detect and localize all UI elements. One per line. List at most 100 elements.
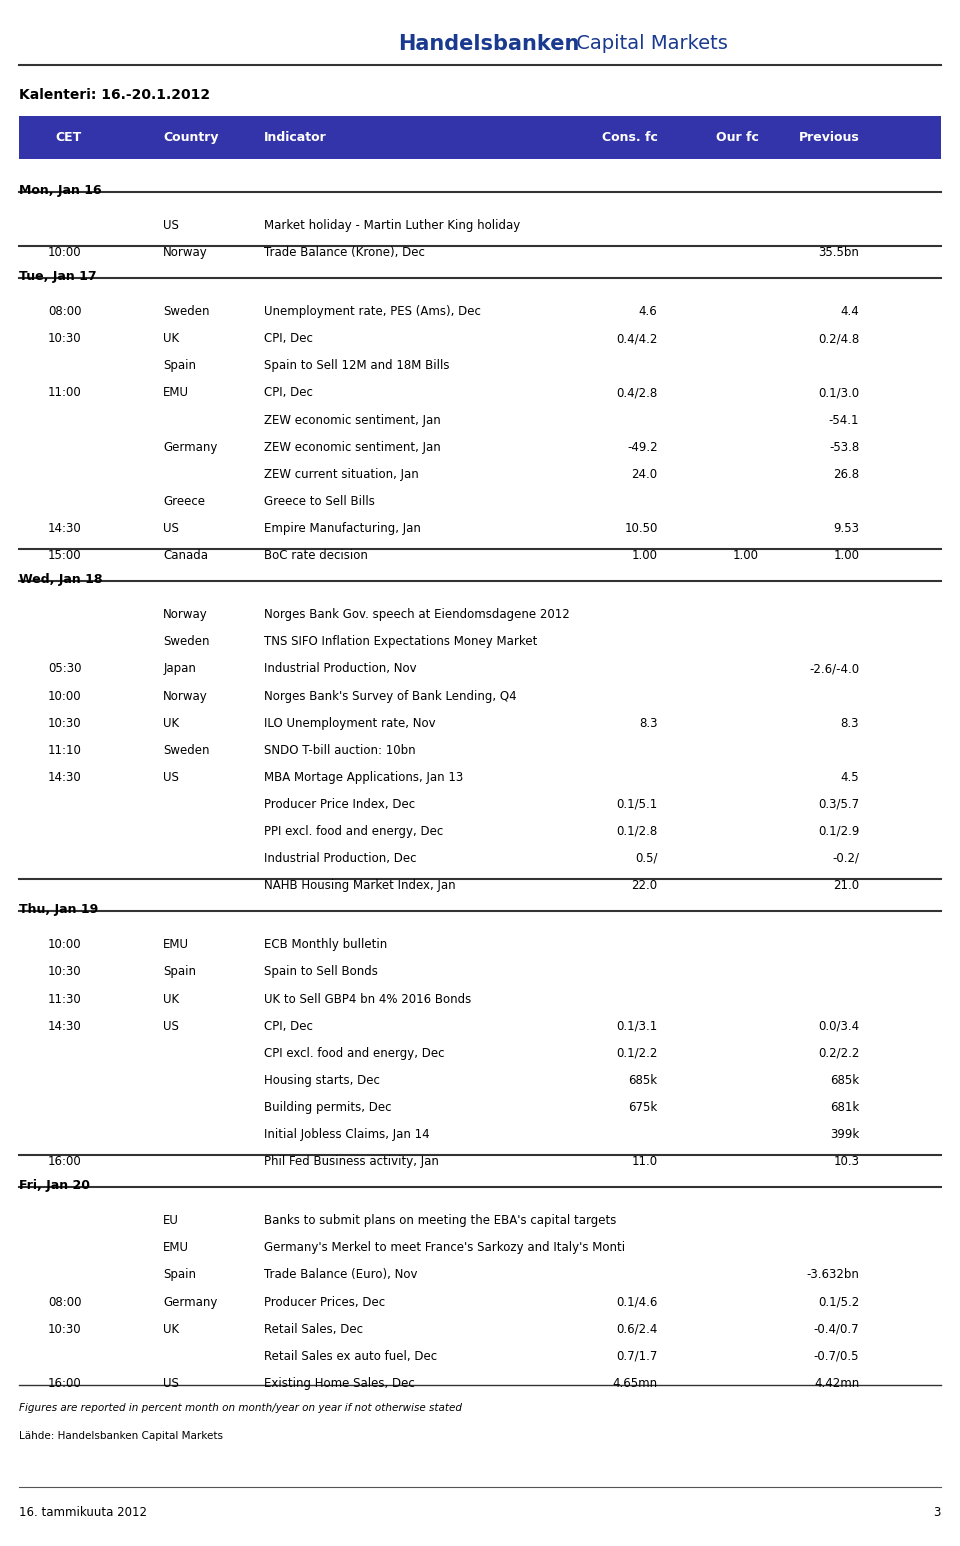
Text: ZEW economic sentiment, Jan: ZEW economic sentiment, Jan (264, 441, 441, 453)
Text: Producer Prices, Dec: Producer Prices, Dec (264, 1296, 385, 1308)
Text: Norges Bank's Survey of Bank Lending, Q4: Norges Bank's Survey of Bank Lending, Q4 (264, 690, 516, 702)
Text: US: US (163, 218, 180, 232)
Text: Fri, Jan 20: Fri, Jan 20 (19, 1180, 90, 1192)
Text: Wed, Jan 18: Wed, Jan 18 (19, 574, 103, 586)
Text: Retail Sales ex auto fuel, Dec: Retail Sales ex auto fuel, Dec (264, 1350, 437, 1362)
Text: 15:00: 15:00 (48, 549, 82, 561)
Text: Handelsbanken: Handelsbanken (398, 34, 580, 54)
Text: US: US (163, 521, 180, 535)
Text: Germany's Merkel to meet France's Sarkozy and Italy's Monti: Germany's Merkel to meet France's Sarkoz… (264, 1241, 625, 1254)
Text: 11.0: 11.0 (632, 1155, 658, 1167)
Text: 675k: 675k (629, 1101, 658, 1113)
Text: 16:00: 16:00 (48, 1376, 82, 1390)
Text: SNDO T-bill auction: 10bn: SNDO T-bill auction: 10bn (264, 744, 416, 756)
Text: Norway: Norway (163, 608, 208, 621)
Text: 0.1/4.6: 0.1/4.6 (616, 1296, 658, 1308)
Text: CPI, Dec: CPI, Dec (264, 332, 313, 345)
Text: 10.3: 10.3 (833, 1155, 859, 1167)
Text: Retail Sales, Dec: Retail Sales, Dec (264, 1322, 363, 1336)
Text: 0.2/2.2: 0.2/2.2 (818, 1047, 859, 1059)
Text: Norway: Norway (163, 246, 208, 258)
Text: -0.4/0.7: -0.4/0.7 (813, 1322, 859, 1336)
Text: Spain to Sell Bonds: Spain to Sell Bonds (264, 965, 378, 979)
Text: 21.0: 21.0 (833, 878, 859, 892)
Text: 11:00: 11:00 (48, 386, 82, 399)
Text: 0.3/5.7: 0.3/5.7 (818, 798, 859, 810)
Text: -2.6/-4.0: -2.6/-4.0 (809, 662, 859, 676)
Text: Unemployment rate, PES (Ams), Dec: Unemployment rate, PES (Ams), Dec (264, 305, 481, 318)
Text: CPI excl. food and energy, Dec: CPI excl. food and energy, Dec (264, 1047, 444, 1059)
Text: 681k: 681k (830, 1101, 859, 1113)
Text: Thu, Jan 19: Thu, Jan 19 (19, 903, 99, 917)
Text: 26.8: 26.8 (833, 467, 859, 481)
Text: 11:30: 11:30 (48, 993, 82, 1005)
Text: 10.50: 10.50 (624, 521, 658, 535)
Text: 14:30: 14:30 (48, 521, 82, 535)
Text: Producer Price Index, Dec: Producer Price Index, Dec (264, 798, 415, 810)
Text: -3.632bn: -3.632bn (806, 1268, 859, 1282)
Text: Norway: Norway (163, 690, 208, 702)
Text: 10:30: 10:30 (48, 716, 82, 730)
Text: ECB Monthly bulletin: ECB Monthly bulletin (264, 938, 387, 951)
Text: CPI, Dec: CPI, Dec (264, 386, 313, 399)
Text: ZEW current situation, Jan: ZEW current situation, Jan (264, 467, 419, 481)
Text: 3: 3 (933, 1506, 941, 1518)
Text: Our fc: Our fc (715, 131, 758, 144)
Text: 10:00: 10:00 (48, 938, 82, 951)
Text: Capital Markets: Capital Markets (570, 34, 728, 53)
Text: 4.42mn: 4.42mn (814, 1376, 859, 1390)
Text: -0.2/: -0.2/ (832, 852, 859, 864)
Text: 0.1/2.8: 0.1/2.8 (616, 824, 658, 838)
Text: Spain: Spain (163, 965, 196, 979)
Text: Cons. fc: Cons. fc (602, 131, 658, 144)
Text: UK: UK (163, 1322, 180, 1336)
Text: 8.3: 8.3 (639, 716, 658, 730)
Text: 0.7/1.7: 0.7/1.7 (616, 1350, 658, 1362)
Text: -54.1: -54.1 (828, 413, 859, 427)
Text: 4.65mn: 4.65mn (612, 1376, 658, 1390)
Text: 16:00: 16:00 (48, 1155, 82, 1167)
Text: 10:30: 10:30 (48, 332, 82, 345)
Text: 0.4/2.8: 0.4/2.8 (616, 386, 658, 399)
Text: 08:00: 08:00 (48, 1296, 82, 1308)
Text: Trade Balance (Krone), Dec: Trade Balance (Krone), Dec (264, 246, 425, 258)
Text: UK: UK (163, 332, 180, 345)
Text: EMU: EMU (163, 1241, 189, 1254)
Text: Market holiday - Martin Luther King holiday: Market holiday - Martin Luther King holi… (264, 218, 520, 232)
Text: Sweden: Sweden (163, 744, 209, 756)
Text: 0.1/5.1: 0.1/5.1 (616, 798, 658, 810)
Text: Tue, Jan 17: Tue, Jan 17 (19, 271, 97, 283)
Text: Industrial Production, Nov: Industrial Production, Nov (264, 662, 417, 676)
Text: 08:00: 08:00 (48, 305, 82, 318)
Text: Initial Jobless Claims, Jan 14: Initial Jobless Claims, Jan 14 (264, 1127, 430, 1141)
Text: 4.5: 4.5 (841, 770, 859, 784)
Text: Sweden: Sweden (163, 635, 209, 648)
Text: Banks to submit plans on meeting the EBA's capital targets: Banks to submit plans on meeting the EBA… (264, 1214, 616, 1228)
Text: Empire Manufacturing, Jan: Empire Manufacturing, Jan (264, 521, 420, 535)
Text: Indicator: Indicator (264, 131, 326, 144)
Text: Sweden: Sweden (163, 305, 209, 318)
Text: 10:00: 10:00 (48, 690, 82, 702)
Text: 1.00: 1.00 (732, 549, 758, 561)
Text: BoC rate decision: BoC rate decision (264, 549, 368, 561)
Text: 4.4: 4.4 (840, 305, 859, 318)
Text: 14:30: 14:30 (48, 1019, 82, 1033)
Text: 0.4/4.2: 0.4/4.2 (616, 332, 658, 345)
Text: 11:10: 11:10 (48, 744, 82, 756)
Text: ZEW economic sentiment, Jan: ZEW economic sentiment, Jan (264, 413, 441, 427)
Text: 0.1/2.2: 0.1/2.2 (616, 1047, 658, 1059)
Bar (19, 116, 941, 159)
Text: Phil Fed Business activity, Jan: Phil Fed Business activity, Jan (264, 1155, 439, 1167)
Text: 10:30: 10:30 (48, 1322, 82, 1336)
Text: Kalenteri: 16.-20.1.2012: Kalenteri: 16.-20.1.2012 (19, 88, 210, 102)
Text: UK: UK (163, 993, 180, 1005)
Text: UK: UK (163, 716, 180, 730)
Text: 0.1/5.2: 0.1/5.2 (818, 1296, 859, 1308)
Text: EMU: EMU (163, 386, 189, 399)
Text: 10:30: 10:30 (48, 965, 82, 979)
Text: -49.2: -49.2 (627, 441, 658, 453)
Text: 24.0: 24.0 (632, 467, 658, 481)
Text: 0.2/4.8: 0.2/4.8 (818, 332, 859, 345)
Text: 0.1/2.9: 0.1/2.9 (818, 824, 859, 838)
Text: US: US (163, 1376, 180, 1390)
